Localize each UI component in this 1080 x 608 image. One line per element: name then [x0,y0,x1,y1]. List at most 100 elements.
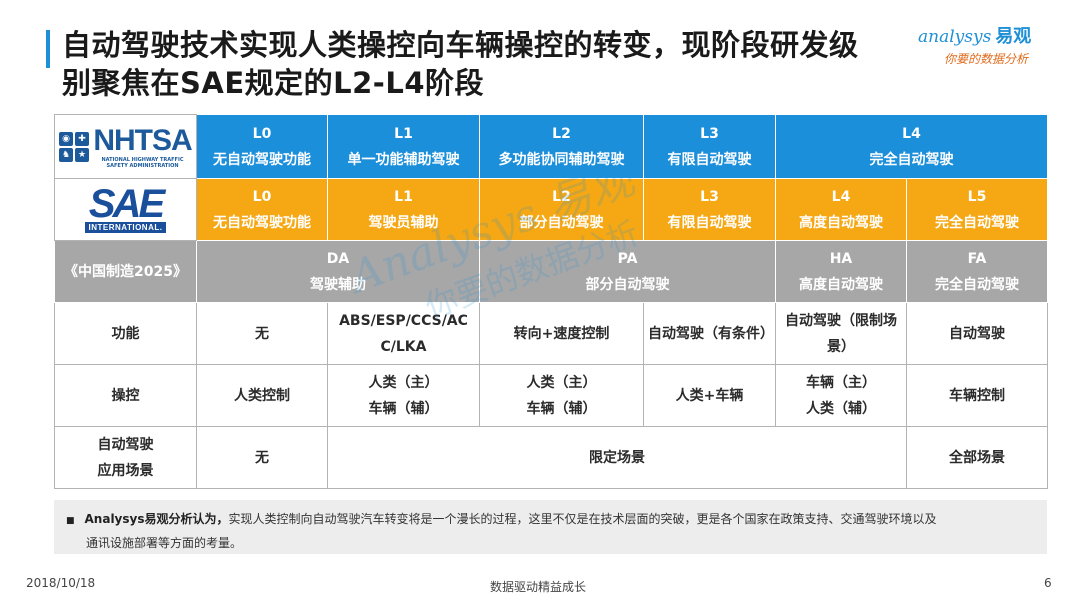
control-line: 人类（主） [526,374,597,391]
level-code: L4 [902,125,921,142]
level-code: L1 [394,188,413,205]
function-cell: 无 [196,302,328,365]
level-code: L0 [252,188,272,205]
control-line: 车辆（辅） [526,400,597,417]
nhtsa-emblem-icon: ◉ ✚ ♞ ★ [59,131,89,162]
level-description: 完全自动驾驶 [935,276,1019,293]
control-line: 车辆控制 [949,387,1005,404]
sae-l0-cell: L0 无自动驾驶功能 [196,178,328,241]
sae-wordmark: SAE [88,182,165,226]
level-description: 部分自动驾驶 [519,214,604,231]
scenario-cell: 无 [196,426,328,489]
scenario-row: 自动驾驶 应用场景 无 限定场景 全部场景 [54,426,1048,489]
control-cell: 车辆控制 [906,364,1048,427]
title-accent-bar [46,30,50,68]
level-description: 驾驶辅助 [310,276,366,293]
nhtsa-l4-cell: L4 完全自动驾驶 [775,114,1048,179]
function-cell: 自动驾驶（限制场景） [775,302,907,365]
scenario-label-line: 应用场景 [97,462,154,479]
level-description: 高度自动驾驶 [799,214,883,231]
sae-l2-cell: L2 部分自动驾驶 [479,178,644,241]
control-cell: 人类（主） 车辆（辅） [479,364,644,427]
sae-l4-cell: L4 高度自动驾驶 [775,178,907,241]
level-code: FA [967,250,987,267]
nhtsa-logo-cell: ◉ ✚ ♞ ★ NHTSA NATIONAL HIGHWAY TRAFFIC SAFE… [54,114,197,179]
control-cell: 人类控制 [196,364,328,427]
note-text: 实现人类控制向自动驾驶汽车转变将是一个漫长的过程，这里不仅是在技术层面的突破，更… [228,512,937,526]
control-line: 人类（主） [368,374,439,391]
level-description: 有限自动驾驶 [667,151,752,168]
square-bullet-icon: ■ [66,516,75,526]
function-cell: 自动驾驶 [906,302,1048,365]
sae-logo: SAE INTERNATIONAL. [59,182,192,233]
china-ha-cell: HA 高度自动驾驶 [775,240,907,303]
nhtsa-l3-cell: L3 有限自动驾驶 [643,114,776,179]
row-label-function: 功能 [54,302,197,365]
sae-subtext: INTERNATIONAL. [84,222,167,233]
level-description: 有限自动驾驶 [667,214,752,231]
brand-name-en: analysys [918,27,992,47]
autonomy-level-table: ◉ ✚ ♞ ★ NHTSA NATIONAL HIGHWAY TRAFFIC SAFE… [54,114,1048,489]
function-row: 功能 无 ABS/ESP/CCS/AC C/LKA 转向+速度控制 自动驾驶（有… [54,302,1048,365]
page-title-line-1: 自动驾驶技术实现人类操控向车辆操控的转变，现阶段研发级 [62,28,859,62]
level-code: PA [617,250,638,267]
row-label-scenario: 自动驾驶 应用场景 [54,426,197,489]
level-code: HA [829,250,853,267]
control-line: 车辆（辅） [368,400,439,417]
china-da-cell: DA 驾驶辅助 [196,240,480,303]
footer-slogan: 数据驱动精益成长 [490,580,587,594]
china-fa-cell: FA 完全自动驾驶 [906,240,1048,303]
nhtsa-l0-cell: L0 无自动驾驶功能 [196,114,328,179]
scenario-cell: 全部场景 [906,426,1048,489]
control-line: 人类+车辆 [675,387,744,404]
china-2025-row: 《中国制造2025》 DA 驾驶辅助 PA 部分自动驾驶 HA 高度自动驾驶 F… [54,240,1048,303]
control-line: 车辆（主） [806,374,876,391]
level-code: L1 [394,125,413,142]
control-cell: 车辆（主） 人类（辅） [775,364,907,427]
page-title: 自动驾驶技术实现人类操控向车辆操控的转变，现阶段研发级 别聚焦在SAE规定的L2… [62,26,922,102]
footer-date: 2018/10/18 [26,576,96,590]
analysys-logo: analysys 易观 你要的数据分析 [918,22,1068,72]
sae-l5-cell: L5 完全自动驾驶 [906,178,1048,241]
brand-name: analysys 易观 [918,22,1068,48]
brand-name-cn: 易观 [995,26,1032,47]
note-line-1: ■ Analysys易观分析认为，实现人类控制向自动驾驶汽车转变将是一个漫长的过程… [66,508,1035,532]
scenario-label-line: 自动驾驶 [97,436,154,453]
level-code: L4 [831,188,851,205]
china-2025-label: 《中国制造2025》 [54,240,197,303]
level-description: 高度自动驾驶 [799,276,883,293]
level-code: L2 [552,188,571,205]
level-code: L2 [552,125,571,142]
control-line: 人类控制 [234,387,290,404]
level-description: 部分自动驾驶 [585,276,670,293]
control-cell: 人类+车辆 [643,364,776,427]
sae-row: SAE INTERNATIONAL. L0 无自动驾驶功能 L1 驾驶员辅助 L… [54,178,1048,241]
level-code: L5 [967,188,987,205]
level-description: 无自动驾驶功能 [213,214,311,231]
level-description: 完全自动驾驶 [869,151,954,168]
nhtsa-wordmark: NHTSA [93,123,192,157]
level-code: L3 [700,188,719,205]
level-code: L0 [252,125,272,142]
level-description: 驾驶员辅助 [368,214,439,231]
level-description: 完全自动驾驶 [935,214,1019,231]
nhtsa-logo: ◉ ✚ ♞ ★ NHTSA NATIONAL HIGHWAY TRAFFIC SAFE… [59,123,193,169]
control-row: 操控 人类控制 人类（主） 车辆（辅） 人类（主） 车辆（辅） 人类+车辆 车辆… [54,364,1048,427]
level-description: 单一功能辅助驾驶 [347,151,460,168]
row-label-control: 操控 [54,364,197,427]
analyst-note: ■ Analysys易观分析认为，实现人类控制向自动驾驶汽车转变将是一个漫长的过程… [54,500,1047,554]
china-pa-cell: PA 部分自动驾驶 [479,240,776,303]
level-description: 无自动驾驶功能 [213,151,311,168]
function-cell: 转向+速度控制 [479,302,644,365]
note-line-2: 通讯设施部署等方面的考量。 [86,536,243,550]
function-cell: 自动驾驶（有条件） [643,302,776,365]
level-description: 多功能协同辅助驾驶 [498,151,625,168]
note-lead: Analysys易观分析认为， [84,512,229,526]
nhtsa-subtext: NATIONAL HIGHWAY TRAFFIC SAFETY ADMINIST… [101,156,184,169]
sae-logo-cell: SAE INTERNATIONAL. [54,178,197,241]
level-code: DA [326,250,350,267]
function-cell: ABS/ESP/CCS/AC C/LKA [327,302,480,365]
brand-slogan: 你要的数据分析 [944,52,1029,66]
sae-l1-cell: L1 驾驶员辅助 [327,178,480,241]
page-title-line-2: 别聚焦在SAE规定的L2-L4阶段 [62,66,484,100]
